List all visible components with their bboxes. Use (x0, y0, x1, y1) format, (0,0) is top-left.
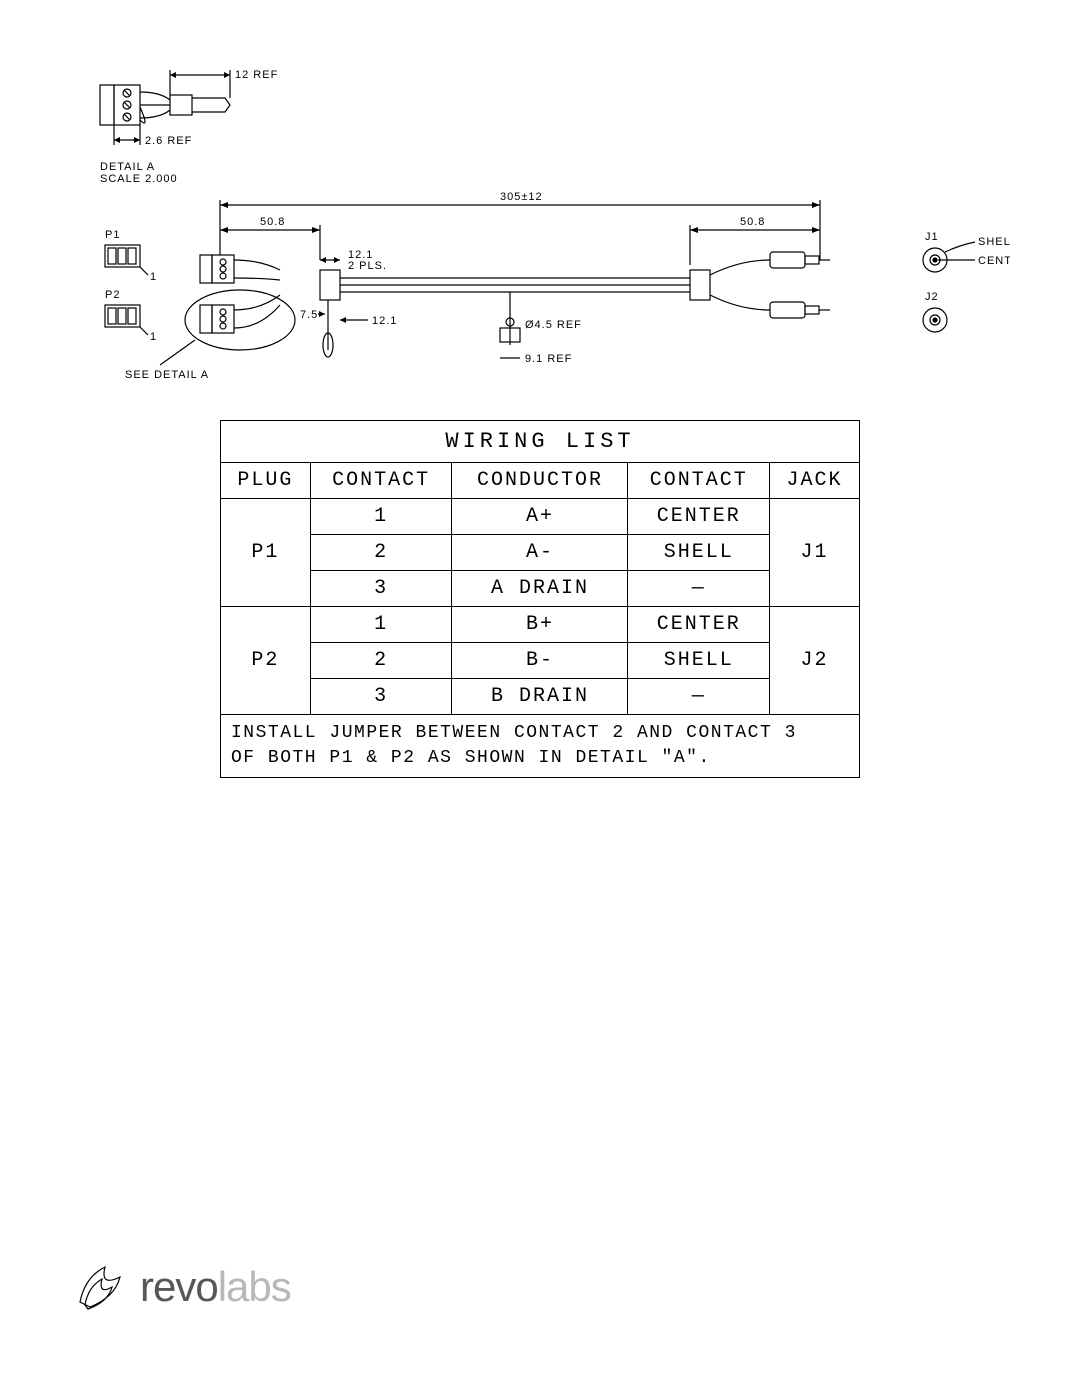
cell-contact2: — (628, 571, 770, 607)
wiring-list-table: WIRING LIST PLUG CONTACT CONDUCTOR CONTA… (220, 420, 860, 778)
dim-121b: 12.1 (372, 315, 397, 327)
see-detail-label: SEE DETAIL A (125, 369, 209, 381)
j2-label: J2 (925, 291, 939, 303)
p2-pin: 1 (150, 331, 157, 343)
dim-508-left: 50.8 (260, 216, 285, 228)
dim-045ref: Ø4.5 REF (525, 319, 582, 331)
table-title: WIRING LIST (221, 421, 860, 463)
dim-75: 7.5 (300, 309, 318, 321)
p1-pin: 1 (150, 271, 157, 283)
detail-a-label-1: DETAIL A (100, 161, 155, 173)
dim-26ref: 2.6 REF (145, 135, 192, 147)
table-row: 2 B- SHELL (221, 643, 860, 679)
p2-label: P2 (105, 289, 120, 301)
cell-jack: J1 (770, 499, 860, 607)
wiring-diagram: 12 REF 2.6 REF DETAIL A SCALE 2.000 P1 1… (70, 60, 1010, 400)
j1-shell: SHELL (978, 236, 1010, 248)
logo-text-labs: labs (218, 1263, 291, 1310)
cell-contact1: 2 (310, 643, 452, 679)
table-footer-row: INSTALL JUMPER BETWEEN CONTACT 2 AND CON… (221, 715, 860, 778)
dim-508-right: 50.8 (740, 216, 765, 228)
cell-contact1: 3 (310, 679, 452, 715)
cell-jack: J2 (770, 607, 860, 715)
col-contact2: CONTACT (628, 463, 770, 499)
cell-conductor: A DRAIN (452, 571, 628, 607)
cell-contact2: CENTER (628, 499, 770, 535)
cell-plug: P2 (221, 607, 311, 715)
cell-contact1: 1 (310, 499, 452, 535)
cell-conductor: B- (452, 643, 628, 679)
col-jack: JACK (770, 463, 860, 499)
table-row: 2 A- SHELL (221, 535, 860, 571)
detail-a-group: 12 REF 2.6 REF (100, 69, 278, 147)
cell-conductor: A+ (452, 499, 628, 535)
col-conductor: CONDUCTOR (452, 463, 628, 499)
col-plug: PLUG (221, 463, 311, 499)
p1-label: P1 (105, 229, 120, 241)
dim-12ref: 12 REF (235, 69, 278, 81)
cell-contact2: — (628, 679, 770, 715)
col-contact1: CONTACT (310, 463, 452, 499)
logo-icon (70, 1257, 140, 1317)
j1-label: J1 (925, 231, 939, 243)
cell-contact2: CENTER (628, 607, 770, 643)
document-page: 12 REF 2.6 REF DETAIL A SCALE 2.000 P1 1… (0, 0, 1080, 1397)
j1-center: CENTER (978, 255, 1010, 267)
cell-conductor: B+ (452, 607, 628, 643)
cell-contact2: SHELL (628, 535, 770, 571)
cell-contact1: 2 (310, 535, 452, 571)
dim-91ref: 9.1 REF (525, 353, 572, 365)
logo-text: revolabs (140, 1263, 291, 1311)
table-footer: INSTALL JUMPER BETWEEN CONTACT 2 AND CON… (221, 715, 860, 778)
cell-conductor: B DRAIN (452, 679, 628, 715)
cell-conductor: A- (452, 535, 628, 571)
table-row: P2 1 B+ CENTER J2 (221, 607, 860, 643)
dim-overall: 305±12 (500, 191, 543, 203)
cell-contact1: 3 (310, 571, 452, 607)
detail-a-label-2: SCALE 2.000 (100, 173, 178, 185)
cell-plug: P1 (221, 499, 311, 607)
diagram-svg: 12 REF 2.6 REF DETAIL A SCALE 2.000 P1 1… (70, 60, 1010, 400)
table-row: P1 1 A+ CENTER J1 (221, 499, 860, 535)
dim-121pls: 2 PLS. (348, 260, 387, 272)
revolabs-logo: revolabs (70, 1257, 291, 1317)
wiring-list-table-wrap: WIRING LIST PLUG CONTACT CONDUCTOR CONTA… (220, 420, 860, 778)
cell-contact2: SHELL (628, 643, 770, 679)
logo-text-revo: revo (140, 1263, 218, 1310)
table-title-row: WIRING LIST (221, 421, 860, 463)
table-row: 3 A DRAIN — (221, 571, 860, 607)
cell-contact1: 1 (310, 607, 452, 643)
table-row: 3 B DRAIN — (221, 679, 860, 715)
table-header-row: PLUG CONTACT CONDUCTOR CONTACT JACK (221, 463, 860, 499)
